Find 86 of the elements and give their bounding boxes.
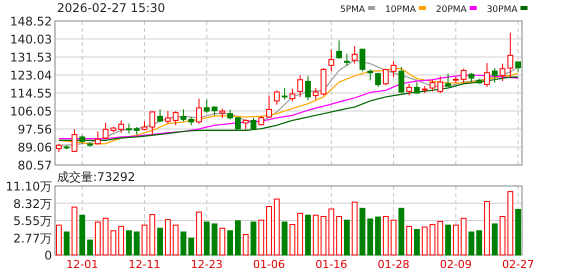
x-tick-label: 02-09 bbox=[440, 258, 472, 271]
bar bbox=[500, 216, 506, 256]
chart-title: 成交量:73292 bbox=[57, 170, 136, 184]
bar bbox=[72, 206, 78, 256]
bar bbox=[382, 216, 389, 256]
bar bbox=[367, 218, 374, 256]
bar bbox=[282, 222, 288, 256]
bar bbox=[266, 206, 272, 256]
bar bbox=[157, 228, 163, 256]
y-tick-label: 2.77万 bbox=[13, 231, 52, 246]
candlestick bbox=[336, 40, 342, 60]
bar bbox=[87, 240, 93, 256]
chart-title: 2026-02-27 15:30 bbox=[57, 1, 166, 15]
y-tick-label: 106.05 bbox=[10, 104, 52, 119]
y-tick-label: 97.56 bbox=[18, 122, 52, 136]
bar bbox=[250, 222, 256, 256]
bar bbox=[149, 214, 156, 256]
bar bbox=[234, 220, 241, 256]
y-tick-label: 5.55万 bbox=[13, 214, 52, 228]
x-tick-label: 01-16 bbox=[315, 258, 348, 271]
bar bbox=[219, 228, 226, 256]
bar bbox=[344, 220, 350, 256]
bar bbox=[212, 223, 218, 256]
bar bbox=[258, 220, 264, 256]
bar bbox=[328, 208, 334, 256]
legend-label: 10PMA bbox=[385, 5, 417, 15]
bar bbox=[445, 224, 451, 256]
y-tick-label: 140.03 bbox=[10, 32, 52, 46]
x-tick-label: 12-01 bbox=[66, 258, 98, 271]
x-tick-label: 01-06 bbox=[253, 258, 286, 271]
bar bbox=[56, 224, 62, 256]
y-tick-label: 80.57 bbox=[18, 158, 52, 172]
y-tick-label: 131.53 bbox=[10, 50, 52, 65]
y-tick-label: 114.55 bbox=[10, 86, 52, 100]
bar bbox=[297, 212, 304, 256]
bar bbox=[305, 214, 311, 256]
y-tick-label: 123.04 bbox=[10, 68, 52, 82]
y-tick-label: 8.32万 bbox=[13, 196, 52, 211]
x-tick-label: 12-11 bbox=[128, 258, 160, 271]
bar bbox=[336, 216, 342, 256]
bar bbox=[352, 202, 358, 256]
bar bbox=[320, 216, 326, 256]
bar bbox=[507, 191, 514, 256]
legend-label: 30PMA bbox=[486, 5, 518, 15]
bar bbox=[204, 222, 210, 256]
x-tick-label: 02-27 bbox=[502, 258, 534, 271]
bar bbox=[437, 220, 444, 256]
bar bbox=[406, 226, 412, 256]
candlestick bbox=[289, 88, 296, 102]
x-tick-label: 12-23 bbox=[190, 258, 223, 271]
bar bbox=[142, 224, 148, 256]
bar bbox=[126, 230, 132, 256]
bar bbox=[102, 218, 109, 256]
bar bbox=[196, 212, 202, 256]
y-tick-label: 148.52 bbox=[10, 14, 52, 28]
bar bbox=[242, 234, 249, 256]
bar bbox=[430, 224, 436, 256]
candlestick bbox=[328, 48, 334, 72]
y-tick-label: 11.10万 bbox=[6, 180, 52, 194]
legend-label: 5PMA bbox=[340, 5, 366, 15]
bar bbox=[476, 230, 482, 256]
bar bbox=[492, 223, 498, 256]
y-tick-label: 89.06 bbox=[18, 140, 52, 155]
bar bbox=[390, 220, 396, 256]
x-tick-label: 01-28 bbox=[378, 258, 410, 271]
bar bbox=[422, 226, 428, 256]
bar bbox=[227, 230, 234, 256]
bar bbox=[94, 222, 101, 256]
bar bbox=[398, 208, 404, 256]
bar bbox=[468, 232, 474, 256]
bar bbox=[289, 224, 296, 256]
bar bbox=[312, 214, 319, 256]
bar bbox=[188, 238, 194, 256]
bar bbox=[134, 232, 140, 256]
bar bbox=[375, 216, 381, 256]
bar bbox=[414, 229, 420, 256]
bar bbox=[180, 232, 186, 256]
bar bbox=[484, 201, 490, 256]
y-tick-label: 0 bbox=[44, 248, 52, 262]
candlestick bbox=[507, 32, 514, 78]
bar bbox=[79, 214, 86, 256]
bar bbox=[274, 198, 280, 256]
bar bbox=[64, 232, 70, 256]
bar bbox=[515, 208, 522, 256]
legend-label: 20PMA bbox=[436, 5, 468, 15]
bar bbox=[360, 208, 366, 256]
